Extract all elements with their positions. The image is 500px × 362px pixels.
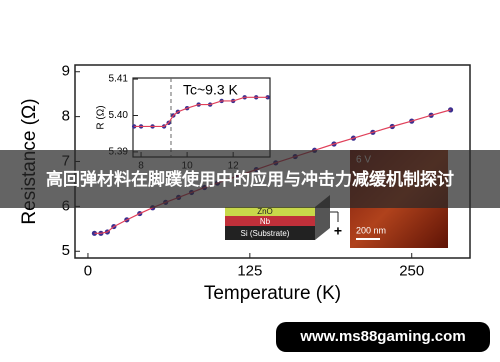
- x-axis-label: Temperature (K): [204, 283, 341, 304]
- x-tick-label: 250: [399, 262, 424, 279]
- banner-text: 高回弹材料在脚蹼使用中的应用与冲击力减缓机制探讨: [46, 169, 454, 190]
- banner-bg: [0, 150, 500, 208]
- watermark: www.ms88gaming.com: [299, 328, 465, 345]
- y-tick-label: 5: [62, 242, 70, 259]
- watermark-bg: [276, 322, 490, 352]
- plot-frame: [132, 77, 271, 158]
- polarity: +: [334, 223, 342, 239]
- y-axis-label: R (Ω): [96, 105, 107, 129]
- layer-label: ZnO: [257, 207, 273, 216]
- zno-layer: [225, 207, 315, 216]
- si-layer: [225, 226, 315, 240]
- layer-label: Nb: [260, 217, 271, 226]
- y-tick-label: 9: [62, 63, 70, 80]
- annotation: Tc~9.3 K: [183, 82, 239, 98]
- y-tick-label: 5.41: [109, 74, 129, 85]
- series-line: [134, 96, 268, 128]
- x-tick-label: 0: [84, 262, 92, 279]
- layer-label: Si (Substrate): [241, 229, 290, 238]
- nb-layer: [225, 216, 315, 226]
- scale-label: 200 nm: [356, 225, 386, 235]
- x-tick-label: 125: [237, 262, 262, 279]
- y-tick-label: 5.40: [109, 110, 129, 121]
- y-tick-label: 8: [62, 108, 70, 125]
